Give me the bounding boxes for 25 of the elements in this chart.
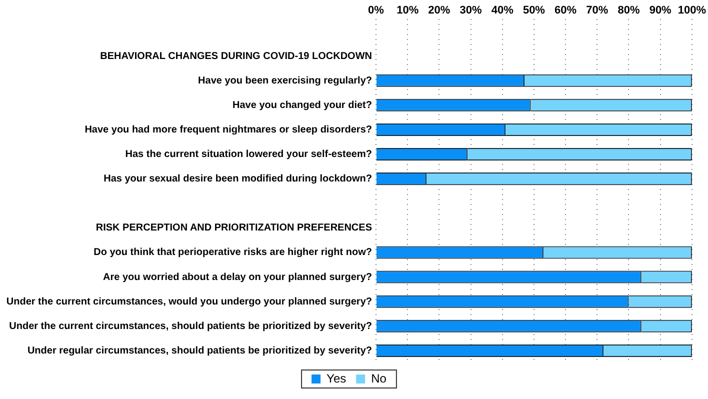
x-tick-label: 20% [428, 4, 450, 17]
y-tick-label: Has the current situation lowered your self-esteem? [125, 149, 372, 160]
y-tick-label: RISK PERCEPTION AND PRIORITIZATION PREFERENCES [96, 222, 372, 234]
x-tick-label: 10% [396, 4, 419, 17]
x-tick-label: 0% [368, 4, 384, 17]
x-tick-label: 90% [649, 4, 672, 17]
x-tick-label: 30% [460, 4, 482, 17]
y-tick-label: Have you had more frequent nightmares or sleep disorders? [84, 124, 372, 136]
legend-label: No [371, 371, 387, 386]
y-tick-label: Have you changed your diet? [232, 100, 372, 111]
y-tick-label: Under the current circumstances, would you undergo your planned surgery? [6, 296, 372, 308]
y-tick-label: Has your sexual desire been modified during lockdown? [104, 174, 372, 185]
y-tick-label: Are you worried about a delay on your planned surgery? [103, 272, 372, 283]
y-tick-label: Do you think that perioperative risks are higher right now? [94, 247, 372, 258]
y-tick-label: BEHAVIORAL CHANGES DURING COVID-19 LOCKDOWN [100, 50, 372, 62]
x-tick-label: 60% [554, 4, 577, 17]
y-tick-label: Under the current circumstances, should patients be prioritized by severity? [9, 320, 372, 332]
x-tick-label: 50% [522, 4, 546, 17]
x-tick-label: 100% [678, 4, 706, 17]
x-tick-label: 40% [491, 4, 514, 17]
y-tick-label: Under regular circumstances, should patients be prioritized by severity? [27, 345, 372, 356]
y-tick-label: Have you been exercising regularly? [198, 75, 372, 86]
x-tick-label: 80% [618, 4, 640, 17]
x-tick-label: 70% [586, 4, 608, 17]
legend-label: Yes [326, 371, 346, 386]
